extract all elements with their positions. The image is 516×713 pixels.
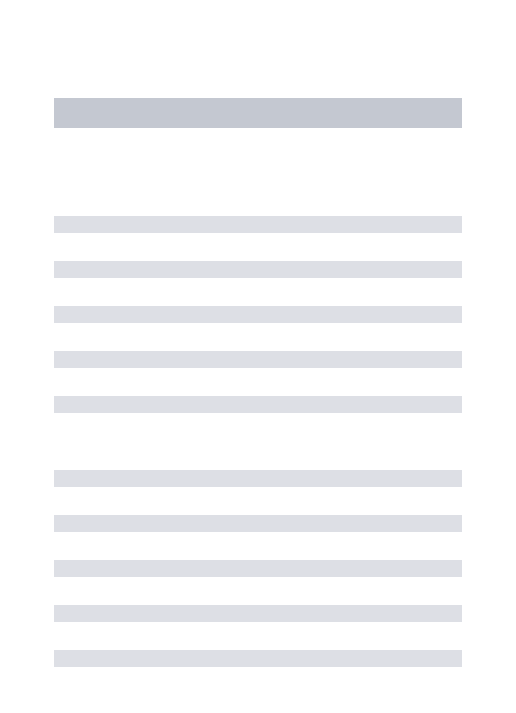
skeleton-line	[54, 650, 462, 667]
skeleton-line	[54, 470, 462, 487]
skeleton-line	[54, 351, 462, 368]
skeleton-line	[54, 396, 462, 413]
skeleton-line	[54, 560, 462, 577]
skeleton-line	[54, 605, 462, 622]
skeleton-section-2	[54, 470, 462, 667]
skeleton-section-1	[54, 216, 462, 413]
skeleton-container	[54, 0, 462, 695]
skeleton-line	[54, 306, 462, 323]
skeleton-line	[54, 261, 462, 278]
skeleton-section-gap	[54, 441, 462, 470]
skeleton-line	[54, 515, 462, 532]
skeleton-line	[54, 216, 462, 233]
skeleton-title	[54, 98, 462, 128]
